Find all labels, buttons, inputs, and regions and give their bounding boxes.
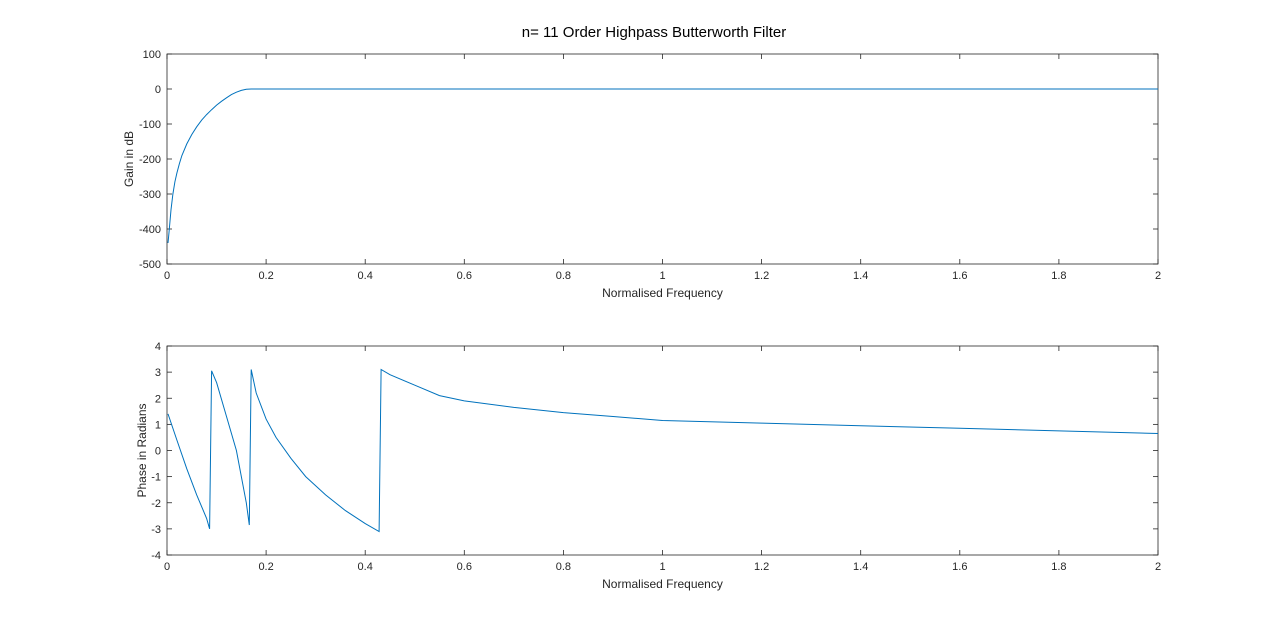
gain-x-tick-label: 2 — [1155, 270, 1161, 282]
phase-plot-area — [166, 345, 1159, 556]
phase-x-tick-label: 0.8 — [556, 561, 571, 573]
phase-x-tick-label: 1 — [659, 561, 665, 573]
gain-x-tick-label: 0.4 — [358, 270, 373, 282]
figure-title: n= 11 Order Highpass Butterworth Filter — [522, 24, 786, 41]
phase-y-axis-label: Phase in Radians — [135, 403, 149, 497]
gain-x-tick-label: 1.6 — [952, 270, 967, 282]
gain-y-tick-label: -400 — [139, 224, 161, 236]
phase-y-tick-label: -3 — [151, 524, 161, 536]
phase-x-tick-label: 1.6 — [952, 561, 967, 573]
phase-y-tick-label: 3 — [155, 367, 161, 379]
gain-y-tick-label: -500 — [139, 259, 161, 271]
phase-x-tick-label: 2 — [1155, 561, 1161, 573]
phase-y-tick-label: -2 — [151, 498, 161, 510]
gain-x-tick-label: 0.6 — [457, 270, 472, 282]
phase-x-tick-label: 0 — [164, 561, 170, 573]
phase-x-tick-label: 0.6 — [457, 561, 472, 573]
gain-x-axis-label: Normalised Frequency — [602, 286, 723, 300]
gain-y-tick-label: -200 — [139, 154, 161, 166]
gain-x-tick-label: 0 — [164, 270, 170, 282]
gain-y-axis-label: Gain in dB — [122, 131, 136, 187]
gain-axes: 0 0.2 0.4 0.6 0.8 1 1.2 1.4 1.6 1.8 2 -500 -400 -300 -… — [122, 49, 1161, 300]
gain-x-tick-label: 1.2 — [754, 270, 769, 282]
gain-y-tick-label: 100 — [143, 49, 161, 61]
gain-y-tick-label: -300 — [139, 189, 161, 201]
phase-y-tick-label: 4 — [155, 341, 161, 353]
gain-y-tick-label: -100 — [139, 119, 161, 131]
gain-x-tick-label: 0.2 — [258, 270, 273, 282]
phase-x-tick-label: 0.2 — [258, 561, 273, 573]
gain-series-line — [167, 88, 1158, 244]
phase-y-tick-label: -4 — [151, 550, 161, 562]
phase-y-tick-label: 0 — [155, 446, 161, 458]
phase-y-tick-label: -1 — [151, 472, 161, 484]
gain-y-tick-label: 0 — [155, 84, 161, 96]
gain-x-tick-label: 0.8 — [556, 270, 571, 282]
phase-x-tick-label: 0.4 — [358, 561, 373, 573]
phase-x-axis-label: Normalised Frequency — [602, 577, 723, 591]
phase-axes: 0 0.2 0.4 0.6 0.8 1 1.2 1.4 1.6 1.8 2 -4 -3 -2 -1 0 1 2 3 4… — [135, 341, 1161, 591]
phase-y-tick-label: 1 — [155, 419, 161, 431]
phase-x-tick-label: 1.8 — [1051, 561, 1066, 573]
gain-x-tick-label: 1 — [659, 270, 665, 282]
phase-y-tick-label: 2 — [155, 393, 161, 405]
phase-x-tick-label: 1.2 — [754, 561, 769, 573]
gain-x-tick-label: 1.4 — [853, 270, 868, 282]
gain-plot-area — [166, 53, 1159, 265]
phase-series-line — [167, 368, 1159, 533]
phase-x-tick-label: 1.4 — [853, 561, 868, 573]
gain-x-tick-label: 1.8 — [1051, 270, 1066, 282]
